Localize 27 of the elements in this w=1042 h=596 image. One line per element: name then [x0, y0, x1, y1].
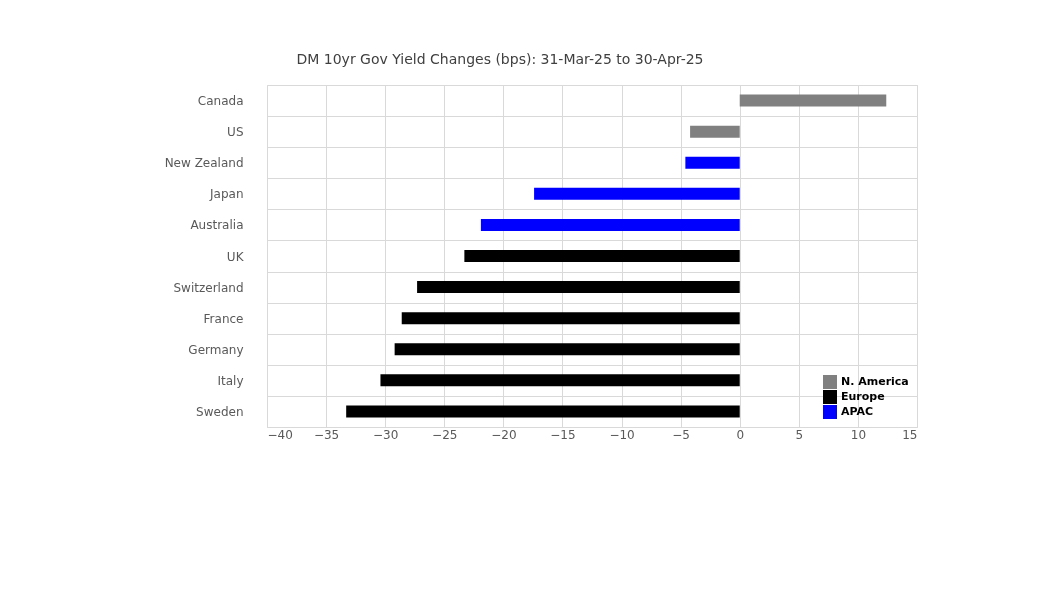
x-tick-label: −5: [672, 427, 690, 442]
y-tick-label: New Zealand: [164, 156, 244, 171]
legend-label: APAC: [841, 405, 874, 418]
x-tick-label: −35: [313, 427, 340, 442]
y-tick-label: Canada: [197, 94, 244, 109]
legend-label: Europe: [841, 390, 885, 403]
y-tick-label: Japan: [209, 187, 244, 202]
x-tick-label: −15: [550, 427, 576, 442]
y-tick-label: Italy: [217, 373, 244, 388]
legend-label: N. America: [841, 375, 909, 388]
x-tick-label: −40: [267, 427, 293, 442]
y-tick-label: Germany: [188, 342, 244, 357]
x-tick-label: −10: [609, 427, 635, 442]
y-tick-label: France: [203, 311, 244, 326]
chart-title: DM 10yr Gov Yield Changes (bps): 31-Mar-25 to 30-Apr-25: [296, 51, 704, 67]
x-tick-label: −25: [432, 427, 458, 442]
x-tick-label: 10: [850, 427, 867, 442]
y-tick-label: Switzerland: [173, 280, 244, 295]
x-tick-label: 15: [902, 427, 918, 442]
x-tick-label: −20: [491, 427, 517, 442]
y-tick-label: Sweden: [196, 404, 244, 419]
y-tick-label: UK: [226, 249, 245, 264]
x-tick-label: −30: [373, 427, 399, 442]
y-tick-label: US: [227, 125, 244, 140]
y-tick-label: Australia: [190, 218, 244, 233]
x-tick-label: 5: [795, 427, 804, 442]
x-tick-label: 0: [736, 427, 745, 442]
